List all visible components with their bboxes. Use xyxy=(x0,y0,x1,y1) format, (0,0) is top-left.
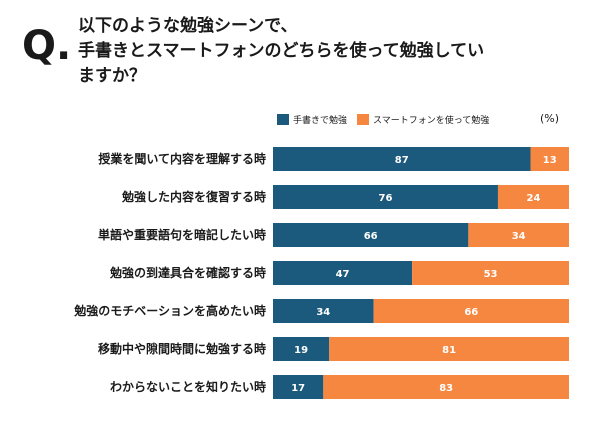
category-label: 勉強のモチベーションを高めたい時 xyxy=(73,303,266,318)
data-label: 24 xyxy=(527,193,541,204)
bar-smartphone xyxy=(497,185,569,209)
question-text: 以下のような勉強シーンで、 手書きとスマートフォンのどちらを使って勉強してい ま… xyxy=(78,14,588,89)
bar-handwriting xyxy=(273,147,531,171)
category-label: 単語や重要語句を暗記したい時 xyxy=(98,227,266,242)
question-line-1: 以下のような勉強シーンで、 xyxy=(78,16,298,36)
data-label: 47 xyxy=(336,269,350,280)
question-line-3: ますか？ xyxy=(78,66,146,86)
legend-swatch-handwriting xyxy=(277,114,289,125)
category-label: わからないことを知りたい時 xyxy=(110,379,266,394)
data-label: 34 xyxy=(512,231,526,242)
category-label: 勉強の到達具合を確認する時 xyxy=(109,265,266,280)
data-label: 17 xyxy=(291,383,305,394)
legend-label-handwriting: 手書きで勉強 xyxy=(293,116,348,126)
bar-handwriting xyxy=(273,299,374,323)
data-label: 34 xyxy=(316,307,330,318)
data-label: 19 xyxy=(294,345,308,356)
bar-smartphone xyxy=(530,147,569,171)
category-label: 授業を聞いて内容を理解する時 xyxy=(98,151,266,166)
chart-legend: 手書きで勉強 スマートフォンを使って勉強 xyxy=(277,113,499,126)
legend-item-handwriting: 手書きで勉強 xyxy=(277,113,347,126)
legend-swatch-smartphone xyxy=(357,114,370,125)
category-label: 勉強した内容を復習する時 xyxy=(121,189,266,204)
bar-handwriting xyxy=(273,185,498,209)
bar-handwriting xyxy=(273,337,330,361)
bar-handwriting xyxy=(273,223,469,247)
question-line-2: 手書きとスマートフォンのどちらを使って勉強してい xyxy=(78,41,485,61)
bar-smartphone xyxy=(468,223,569,247)
bar-smartphone xyxy=(373,299,569,323)
data-label: 81 xyxy=(442,345,456,356)
question-mark: Q. xyxy=(22,23,72,69)
data-label: 87 xyxy=(395,155,409,166)
data-label: 66 xyxy=(464,307,478,318)
bar-handwriting xyxy=(273,261,413,285)
data-label: 53 xyxy=(484,269,498,280)
data-label: 13 xyxy=(543,155,557,166)
bar-smartphone xyxy=(323,375,569,399)
data-label: 66 xyxy=(364,231,378,242)
legend-label-smartphone: スマートフォンを使って勉強 xyxy=(373,116,490,126)
legend-item-smartphone: スマートフォンを使って勉強 xyxy=(357,113,489,126)
data-label: 83 xyxy=(439,383,453,394)
bar-smartphone xyxy=(412,261,569,285)
category-label: 移動中や隙間時間に勉強する時 xyxy=(98,341,266,356)
unit-label: (%) xyxy=(540,112,560,125)
bar-handwriting xyxy=(273,375,324,399)
data-label: 76 xyxy=(379,193,393,204)
bar-smartphone xyxy=(329,337,569,361)
